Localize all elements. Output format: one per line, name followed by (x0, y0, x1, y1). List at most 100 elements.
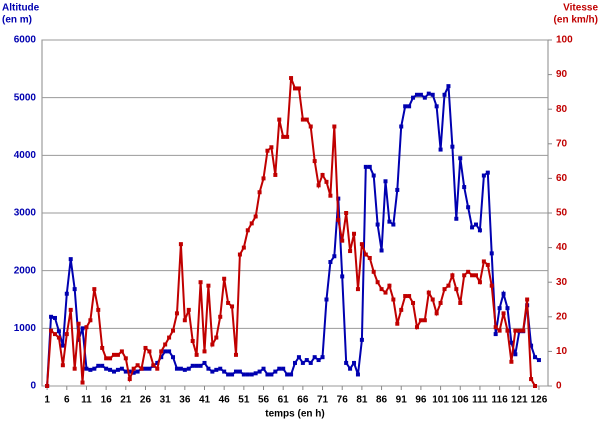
point-marker (332, 254, 337, 259)
point-marker (174, 366, 179, 371)
point-marker (521, 328, 526, 333)
point-marker (174, 311, 179, 316)
x-tick-label: 71 (317, 395, 329, 406)
y-axis-label: Altitude (2, 3, 40, 14)
point-marker (285, 372, 290, 377)
point-marker (473, 273, 478, 278)
point-marker (320, 172, 325, 177)
point-marker (395, 321, 400, 326)
point-marker (493, 325, 498, 330)
point-marker (485, 262, 490, 267)
point-marker (76, 321, 81, 326)
point-marker (68, 307, 73, 312)
point-marker (131, 370, 136, 375)
point-marker (300, 360, 305, 365)
point-marker (477, 228, 482, 233)
point-marker (470, 273, 475, 278)
point-marker (285, 134, 290, 139)
point-marker (92, 287, 97, 292)
point-marker (119, 349, 124, 354)
point-marker (497, 306, 502, 311)
point-marker (96, 363, 101, 368)
point-marker (513, 328, 518, 333)
x-tick-label: 101 (432, 395, 449, 406)
point-marker (49, 328, 54, 333)
point-marker (123, 369, 128, 374)
point-marker (147, 366, 152, 371)
point-marker (316, 358, 321, 363)
point-marker (430, 297, 435, 302)
x-tick-label: 31 (160, 395, 172, 406)
point-marker (159, 355, 164, 360)
point-marker (446, 84, 451, 89)
point-marker (104, 366, 109, 371)
point-marker (115, 352, 120, 357)
point-marker (119, 366, 124, 371)
point-marker (76, 337, 81, 342)
point-marker (277, 366, 282, 371)
point-marker (143, 345, 148, 350)
point-marker (265, 148, 270, 153)
y2-tick-label: 40 (556, 242, 568, 253)
x-tick-label: 1 (44, 395, 50, 406)
point-marker (230, 372, 235, 377)
point-marker (171, 355, 176, 360)
point-marker (348, 249, 353, 254)
point-marker (352, 360, 357, 365)
point-marker (316, 183, 321, 188)
point-marker (273, 172, 278, 177)
point-marker (186, 307, 191, 312)
point-marker (462, 273, 467, 278)
point-marker (407, 294, 412, 299)
point-marker (230, 304, 235, 309)
point-marker (403, 104, 408, 109)
point-marker (249, 372, 254, 377)
point-marker (214, 335, 219, 340)
point-marker (454, 216, 459, 221)
x-tick-label: 66 (297, 395, 309, 406)
point-marker (367, 164, 372, 169)
point-marker (477, 280, 482, 285)
point-marker (60, 363, 65, 368)
point-marker (296, 86, 301, 91)
point-marker (411, 300, 416, 305)
y-tick-label: 2000 (14, 265, 37, 276)
point-marker (253, 371, 258, 376)
point-marker (379, 248, 384, 253)
point-marker (115, 367, 120, 372)
point-marker (202, 349, 207, 354)
point-marker (418, 318, 423, 323)
point-marker (127, 369, 132, 374)
point-marker (375, 222, 380, 227)
point-marker (450, 144, 455, 149)
point-marker (501, 291, 506, 296)
point-marker (52, 315, 57, 320)
y2-tick-label: 80 (556, 104, 568, 115)
point-marker (442, 287, 447, 292)
point-marker (206, 366, 211, 371)
point-marker (281, 134, 286, 139)
point-marker (481, 173, 486, 178)
point-marker (359, 242, 364, 247)
point-marker (320, 355, 325, 360)
point-marker (328, 260, 333, 265)
y2-tick-label: 60 (556, 173, 568, 184)
point-marker (257, 190, 262, 195)
point-marker (414, 92, 419, 97)
point-marker (178, 242, 183, 247)
point-marker (505, 328, 510, 333)
point-marker (533, 384, 538, 388)
point-marker (387, 219, 392, 224)
point-marker (151, 363, 156, 368)
point-marker (344, 211, 349, 215)
point-marker (241, 245, 246, 250)
point-marker (352, 231, 357, 236)
point-marker (426, 290, 431, 295)
point-marker (363, 252, 368, 257)
point-marker (529, 377, 534, 382)
point-marker (135, 369, 140, 374)
point-marker (422, 95, 427, 100)
point-marker (100, 345, 105, 350)
x-tick-label: 61 (278, 395, 290, 406)
point-marker (418, 92, 423, 97)
